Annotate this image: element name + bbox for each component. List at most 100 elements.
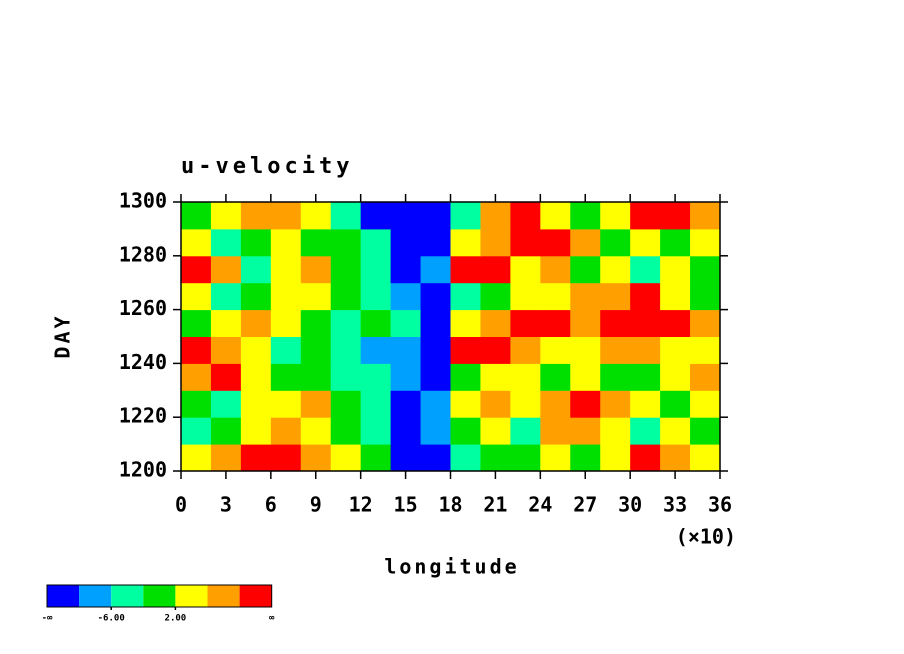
heat-cell (240, 363, 272, 391)
heat-cell (240, 336, 272, 364)
heat-cell (540, 336, 571, 364)
heat-cell (630, 255, 661, 284)
heat-cell (660, 309, 691, 337)
heat-cell (360, 282, 392, 311)
heat-cell (240, 444, 272, 472)
heat-cell (300, 336, 332, 364)
heat-cell (181, 417, 212, 445)
heat-cell (210, 255, 242, 284)
heat-cell (330, 255, 362, 284)
heat-cell (480, 282, 511, 311)
heat-cell (690, 417, 721, 445)
heat-cell (510, 282, 541, 311)
heat-cell (270, 202, 302, 230)
colorbar-box (143, 585, 176, 607)
x-tick-label: 30 (618, 493, 642, 517)
heat-cell (660, 417, 691, 445)
y-tick-label: 1280 (119, 242, 167, 266)
heat-cell (330, 444, 362, 472)
heat-cell (510, 202, 541, 230)
heat-cell (600, 202, 631, 230)
x-tick-label: 0 (175, 493, 187, 517)
heat-cell (660, 282, 691, 311)
heat-cell (600, 282, 631, 311)
heat-cell (660, 255, 691, 284)
heat-cell (690, 282, 721, 311)
heat-cell (420, 309, 451, 337)
heat-cell (300, 417, 332, 445)
heat-cell (450, 309, 481, 337)
heat-cell (300, 255, 332, 284)
x-tick-label: 6 (265, 493, 277, 517)
heat-cell (360, 363, 392, 391)
heat-cell (540, 363, 571, 391)
heat-cell (570, 417, 601, 445)
heat-cell (181, 363, 212, 391)
heat-cell (570, 228, 601, 257)
x-tick-label: 33 (663, 493, 687, 517)
heat-cell (570, 255, 601, 284)
heat-cell (420, 255, 451, 284)
colorbar-frame (46, 584, 273, 608)
heat-cell (330, 202, 362, 230)
heat-cell (690, 202, 721, 230)
heat-cell (480, 417, 511, 445)
heat-cell (420, 282, 451, 311)
heat-cell (390, 228, 422, 257)
heat-cell (510, 444, 541, 472)
heat-cell (181, 228, 212, 257)
heat-cell (510, 417, 541, 445)
heat-cell (450, 282, 481, 311)
heat-cell (540, 417, 571, 445)
heat-cell (570, 336, 601, 364)
x-tick-label: 24 (528, 493, 552, 517)
x-tick-label: 21 (483, 493, 507, 517)
heat-cell (540, 282, 571, 311)
heat-cell (181, 390, 212, 418)
heat-cell (690, 309, 721, 337)
heat-cell (600, 336, 631, 364)
heat-cell (630, 417, 661, 445)
heat-cell (480, 202, 511, 230)
heat-cell (660, 336, 691, 364)
heat-cell (420, 417, 451, 445)
heat-cell (240, 228, 272, 257)
heat-cell (270, 390, 302, 418)
heat-cell (690, 363, 721, 391)
heat-cell (420, 228, 451, 257)
x-tick-label: 15 (394, 493, 418, 517)
heat-cell (450, 390, 481, 418)
heat-cell (540, 255, 571, 284)
heat-cell (630, 202, 661, 230)
heat-cell (270, 444, 302, 472)
x-axis-label: longitude (384, 555, 519, 579)
heat-cell (210, 228, 242, 257)
colorbar-box (111, 585, 144, 607)
heat-cell (600, 363, 631, 391)
heat-cell (660, 390, 691, 418)
heat-cell (300, 228, 332, 257)
heat-cell (630, 363, 661, 391)
heat-cell (600, 390, 631, 418)
heat-cell (420, 390, 451, 418)
x-tick-label: 9 (310, 493, 322, 517)
heat-cell (330, 390, 362, 418)
y-tick-label: 1200 (119, 458, 167, 482)
heat-cell (690, 390, 721, 418)
heat-cell (450, 255, 481, 284)
heat-cell (630, 336, 661, 364)
heat-cell (240, 202, 272, 230)
heat-cell (600, 309, 631, 337)
heat-cell (630, 282, 661, 311)
heat-cell (181, 336, 212, 364)
heat-cell (360, 417, 392, 445)
heat-cell (330, 363, 362, 391)
heat-cell (630, 390, 661, 418)
heat-cell (360, 309, 392, 337)
heat-cell (270, 363, 302, 391)
heat-cell (330, 336, 362, 364)
heat-cell (420, 336, 451, 364)
y-tick-label: 1260 (119, 296, 167, 320)
y-tick-label: 1240 (119, 350, 167, 374)
heat-cell (300, 309, 332, 337)
